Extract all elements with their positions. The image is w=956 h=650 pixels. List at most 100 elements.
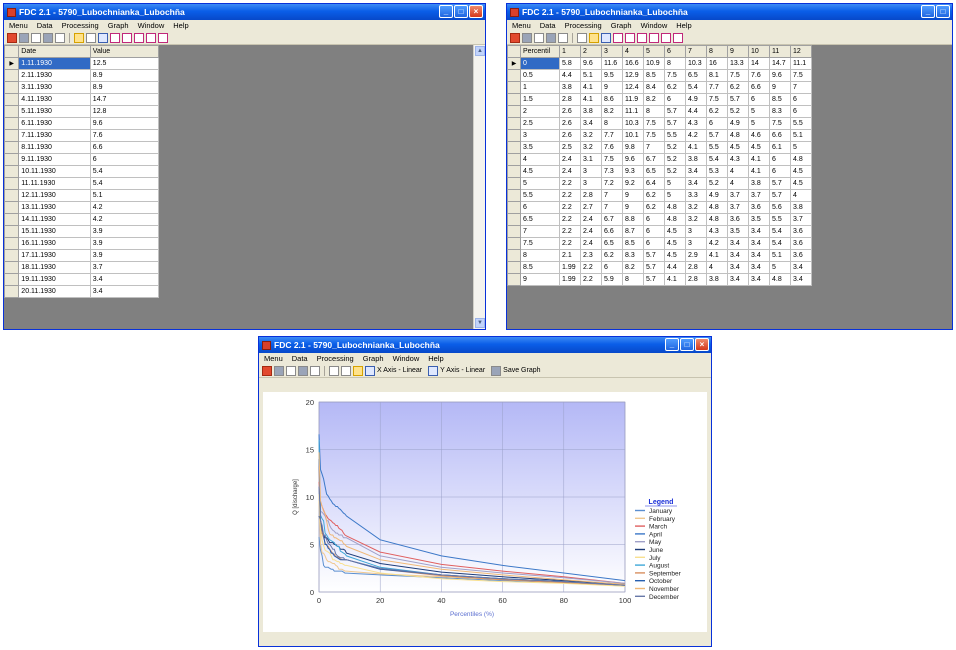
value-cell[interactable]: 3.4: [580, 117, 602, 130]
value-cell[interactable]: 4.2: [685, 129, 707, 142]
value-cell[interactable]: 8.9: [89, 81, 160, 94]
value-cell[interactable]: 6.2: [664, 81, 686, 94]
percentile-cell[interactable]: 1.5: [520, 93, 560, 106]
value-cell[interactable]: 3.9: [89, 249, 160, 262]
value-cell[interactable]: 5.7: [643, 273, 665, 286]
value-cell[interactable]: 2.8: [580, 189, 602, 202]
value-cell[interactable]: 6.2: [601, 249, 623, 262]
menu-item-data[interactable]: Data: [36, 21, 53, 30]
maximize-button[interactable]: □: [454, 5, 468, 18]
value-cell[interactable]: 6.6: [748, 81, 770, 94]
value-cell[interactable]: 4.3: [706, 225, 728, 238]
value-cell[interactable]: 12.4: [622, 81, 644, 94]
value-cell[interactable]: 5.7: [769, 177, 791, 190]
value-cell[interactable]: 3.9: [89, 237, 160, 250]
menu-item-help[interactable]: Help: [676, 21, 692, 30]
value-cell[interactable]: 4.4: [685, 105, 707, 118]
value-cell[interactable]: 3.3: [685, 189, 707, 202]
value-cell[interactable]: 8: [601, 117, 623, 130]
value-cell[interactable]: 6: [643, 237, 665, 250]
value-cell[interactable]: 4.1: [685, 141, 707, 154]
value-cell[interactable]: 5.5: [769, 213, 791, 226]
value-cell[interactable]: 3.4: [727, 261, 749, 274]
value-cell[interactable]: 5.6: [769, 201, 791, 214]
value-cell[interactable]: 3: [685, 225, 707, 238]
value-cell[interactable]: 7.6: [748, 69, 770, 82]
value-cell[interactable]: 5.2: [664, 153, 686, 166]
value-cell[interactable]: 5.2: [727, 105, 749, 118]
value-cell[interactable]: 5: [664, 189, 686, 202]
row-header[interactable]: [4, 117, 20, 130]
value-cell[interactable]: 3.4: [727, 237, 749, 250]
value-cell[interactable]: 6.5: [685, 69, 707, 82]
value-cell[interactable]: 8.5: [769, 93, 791, 106]
value-cell[interactable]: 6.5: [601, 237, 623, 250]
value-cell[interactable]: 2.6: [559, 129, 581, 142]
value-cell[interactable]: 4.8: [706, 213, 728, 226]
menu-item-graph[interactable]: Graph: [107, 21, 129, 30]
table-row[interactable]: 12.11.1930 5.1: [4, 189, 160, 202]
value-cell[interactable]: 4.8: [664, 213, 686, 226]
value-cell[interactable]: 4.2: [89, 213, 160, 226]
value-cell[interactable]: 5.9: [601, 273, 623, 286]
value-cell[interactable]: 4.8: [769, 273, 791, 286]
value-cell[interactable]: 5.2: [664, 141, 686, 154]
value-cell[interactable]: 11.1: [622, 105, 644, 118]
statistics-icon[interactable]: [637, 32, 647, 43]
print-icon[interactable]: [558, 32, 568, 43]
help-icon[interactable]: [522, 32, 532, 43]
menu-item-processing[interactable]: Processing: [564, 21, 602, 30]
row-header[interactable]: [4, 93, 20, 106]
date-cell[interactable]: 4.11.1930: [18, 93, 91, 106]
row-header[interactable]: [507, 177, 521, 190]
title-bar[interactable]: FDC 2.1 - 5790_Lubochnianka_Lubochňa _ □…: [259, 337, 711, 353]
value-cell[interactable]: 3.6: [790, 237, 812, 250]
menu-item-menu[interactable]: Menu: [512, 21, 531, 30]
value-cell[interactable]: 16.6: [622, 57, 644, 70]
table-row[interactable]: 5.11.1930 12.8: [4, 105, 160, 118]
value-cell[interactable]: 2.2: [580, 273, 602, 286]
value-cell[interactable]: 4: [727, 177, 749, 190]
date-cell[interactable]: 6.11.1930: [18, 117, 91, 130]
value-cell[interactable]: 4.5: [790, 177, 812, 190]
value-cell[interactable]: 9.8: [622, 141, 644, 154]
value-cell[interactable]: 4.1: [748, 153, 770, 166]
close-button[interactable]: ×: [469, 5, 483, 18]
value-cell[interactable]: 2.2: [559, 225, 581, 238]
value-cell[interactable]: 8.2: [601, 105, 623, 118]
value-cell[interactable]: 4.1: [748, 165, 770, 178]
value-cell[interactable]: 5: [748, 117, 770, 130]
date-cell[interactable]: 16.11.1930: [18, 237, 91, 250]
value-cell[interactable]: 8: [664, 57, 686, 70]
minimize-button[interactable]: _: [439, 5, 453, 18]
value-cell[interactable]: 3.4: [685, 165, 707, 178]
value-cell[interactable]: 4.2: [706, 237, 728, 250]
filter-icon[interactable]: [122, 32, 132, 43]
row-header[interactable]: [4, 237, 20, 250]
table-row[interactable]: 4.5 2.4 3 7.3 9.3 6.5 5.2 3.4 5.3 4 4.1 6 4.5: [507, 165, 812, 178]
date-cell[interactable]: 10.11.1930: [18, 165, 91, 178]
value-cell[interactable]: 14: [748, 57, 770, 70]
value-cell[interactable]: 5.7: [769, 189, 791, 202]
value-cell[interactable]: 2.1: [559, 249, 581, 262]
value-cell[interactable]: 3.5: [748, 213, 770, 226]
exit-icon[interactable]: [510, 32, 520, 43]
value-cell[interactable]: 4.1: [706, 249, 728, 262]
value-cell[interactable]: 5.8: [559, 57, 581, 70]
value-cell[interactable]: 3.8: [685, 153, 707, 166]
save-graph-icon[interactable]: [491, 365, 502, 376]
value-cell[interactable]: 3.8: [580, 105, 602, 118]
row-header[interactable]: [507, 69, 521, 82]
graph-icon[interactable]: [353, 365, 363, 376]
value-cell[interactable]: 6: [706, 117, 728, 130]
value-cell[interactable]: 2.8: [685, 273, 707, 286]
value-cell[interactable]: 4.8: [790, 153, 812, 166]
value-cell[interactable]: 12.5: [89, 57, 160, 70]
table-row[interactable]: 3.5 2.5 3.2 7.6 9.8 7 5.2 4.1 5.5 4.5 4.5 6.1 5: [507, 141, 812, 154]
menu-item-window[interactable]: Window: [137, 21, 165, 30]
value-cell[interactable]: 3.4: [748, 261, 770, 274]
save-disk-icon[interactable]: [298, 365, 308, 376]
open-folder-icon[interactable]: [31, 32, 41, 43]
table-row[interactable]: 17.11.1930 3.9: [4, 249, 160, 262]
value-cell[interactable]: 4.2: [89, 201, 160, 214]
